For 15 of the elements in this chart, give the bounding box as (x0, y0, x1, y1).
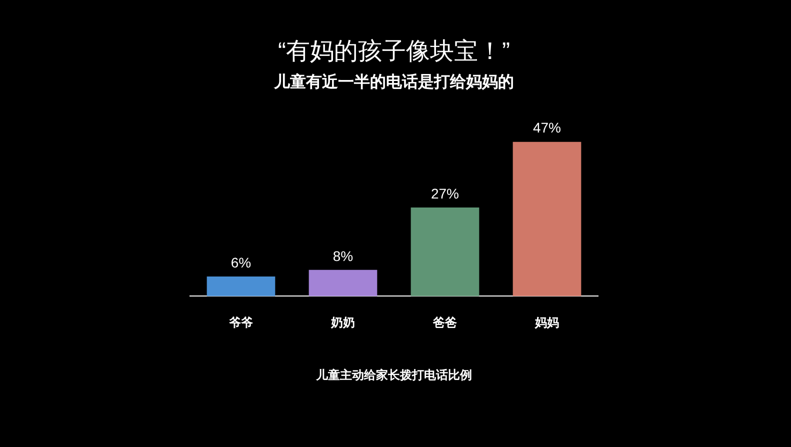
x-axis-title: 儿童主动给家长拨打电话比例 (315, 368, 472, 382)
x-tick-label: 奶奶 (330, 316, 355, 330)
chart-title: “有妈的孩子像块宝！” (278, 38, 510, 66)
data-label: 8% (332, 248, 354, 264)
x-tick-label: 爸爸 (432, 316, 457, 330)
bar (308, 270, 378, 296)
x-tick-label: 妈妈 (534, 316, 559, 330)
data-label: 27% (430, 185, 460, 202)
chart-subtitle: 儿童有近一半的电话是打给妈妈的 (273, 72, 514, 91)
bar (410, 208, 480, 296)
data-label: 47% (532, 120, 562, 136)
data-label: 6% (230, 254, 252, 270)
x-tick-label: 爷爷 (229, 316, 253, 330)
bar (206, 276, 276, 296)
bar (512, 142, 582, 296)
